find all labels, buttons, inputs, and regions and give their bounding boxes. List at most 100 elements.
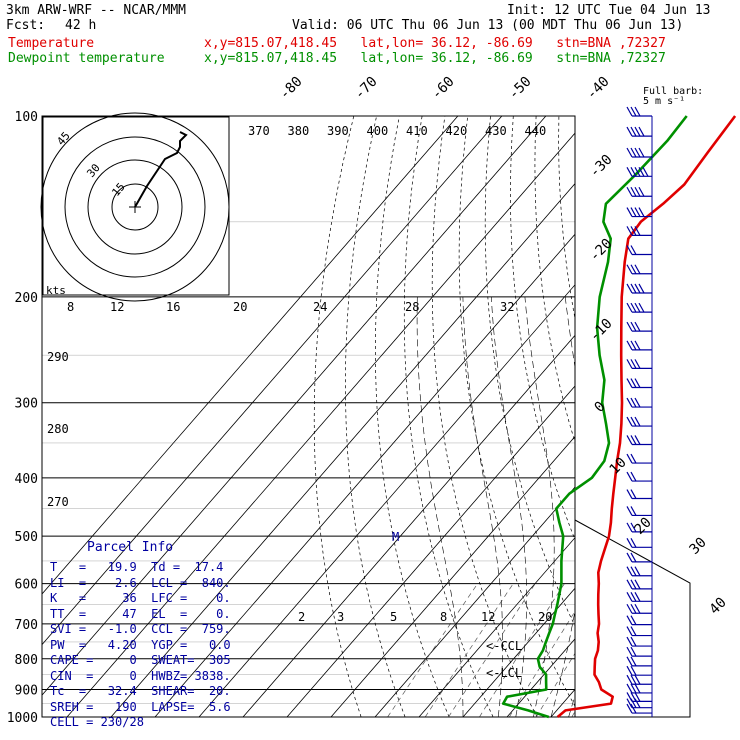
- barb-flag: [634, 674, 641, 685]
- dewpoint-series-label: Dewpoint temperature: [8, 51, 165, 66]
- dry-adiabat: [718, 116, 740, 717]
- moist-adiabat: [462, 296, 503, 717]
- mixing-ratio-line: [387, 583, 478, 717]
- dry-adiabat: [650, 116, 740, 717]
- wind-barb: [626, 147, 652, 158]
- barb-flag: [634, 579, 641, 590]
- theta-label-400: 400: [367, 124, 389, 138]
- barb-flag: [626, 167, 633, 177]
- mixing-ratio-label: 8: [440, 610, 447, 624]
- barb-legend-title: Full barb:: [643, 86, 703, 97]
- isotherm-label--50: -50: [506, 74, 535, 103]
- barb-flag: [634, 692, 641, 702]
- barb-flag: [630, 506, 637, 516]
- wind-barb: [626, 636, 652, 647]
- barb-flag: [630, 522, 637, 533]
- wind-barb: [626, 245, 652, 256]
- barb-flag: [626, 471, 633, 482]
- theta-label-420: 420: [446, 124, 468, 138]
- isotherm-line: [42, 116, 547, 696]
- wind-barb: [626, 416, 652, 427]
- barb-flag: [626, 321, 633, 332]
- barb-flag: [634, 321, 641, 332]
- wind-barb: [626, 592, 652, 602]
- plot-frame: [41, 115, 576, 718]
- barb-flag: [634, 283, 641, 294]
- barb-flag: [626, 147, 633, 158]
- barb-flag: [630, 302, 637, 313]
- barb-flag: [626, 489, 633, 499]
- mixing-ratio-label: 5: [390, 610, 397, 624]
- dry-adiabat: [431, 116, 538, 717]
- parcel-info-row: SVI = -1.0 CCL = 759.: [50, 622, 231, 636]
- barb-flag: [626, 522, 633, 533]
- wind-barb: [626, 506, 652, 517]
- wind-barb: [626, 566, 652, 577]
- barb-flag: [630, 283, 637, 294]
- parcel-info-row: CELL = 230/28: [50, 715, 144, 729]
- pressure-tick-1000: 1000: [7, 711, 38, 726]
- isotherm-label-40: 40: [707, 595, 730, 618]
- mixing-ratio-line: [535, 652, 575, 717]
- lcl-marker: <-LCL: [486, 666, 522, 680]
- wind-barb: [626, 615, 652, 626]
- barb-flag: [634, 359, 641, 369]
- theta-e-label: 28: [405, 300, 419, 314]
- barb-flag: [626, 302, 633, 313]
- barb-flag: [630, 683, 637, 694]
- wind-barb: [626, 646, 652, 657]
- barb-flag: [626, 126, 633, 137]
- theta-label-430: 430: [485, 124, 507, 138]
- barb-flag: [626, 283, 633, 294]
- mixing-ratio-line: [448, 583, 536, 717]
- barb-flag: [630, 321, 637, 332]
- wind-barb: [626, 378, 652, 389]
- wind-barb: [626, 435, 652, 446]
- moist-adiabat: [586, 297, 670, 717]
- barb-flag: [626, 435, 633, 445]
- dry-adiabat: [534, 116, 575, 444]
- pressure-tick-200: 200: [15, 291, 38, 306]
- wind-barb: [626, 264, 652, 275]
- melting-level-marker: M: [392, 530, 399, 544]
- isotherm-line: [286, 385, 575, 717]
- isotherm-label--10: -10: [587, 316, 616, 345]
- dry-adiabat: [313, 116, 362, 717]
- barb-flag: [626, 207, 633, 217]
- barb-flag: [626, 698, 633, 708]
- dry-adiabat: [627, 116, 740, 717]
- barb-flag: [630, 186, 637, 197]
- barb-flag: [630, 207, 637, 217]
- barb-flag: [634, 397, 641, 408]
- theta-e-label: 32: [500, 300, 514, 314]
- theta-low-label: 280: [47, 422, 69, 436]
- barb-flag: [638, 207, 645, 217]
- parcel-info-title: Parcel Info: [87, 540, 174, 555]
- isotherm-line: [110, 183, 575, 717]
- theta-label-380: 380: [288, 124, 310, 138]
- grid-clip-group: [42, 116, 740, 717]
- barb-flag: [626, 615, 633, 625]
- barb-flag: [630, 665, 637, 676]
- isotherm-line: [154, 233, 575, 717]
- barb-flag: [630, 646, 637, 657]
- isotherm-label--40: -40: [584, 74, 613, 103]
- forecast-hour: 42 h: [65, 18, 97, 33]
- isotherm-label-0: 0: [592, 399, 609, 416]
- temperature-profile: [556, 115, 737, 718]
- barb-flag: [626, 340, 633, 351]
- dry-adiabat: [673, 116, 740, 717]
- temperature-series-location: x,y=815.07,418.45 lat,lon= 36.12, -86.69…: [204, 36, 666, 51]
- barb-flag: [634, 167, 641, 177]
- wind-barb: [626, 703, 652, 714]
- valid-time: Valid: 06 UTC Thu 06 Jun 13 (00 MDT Thu …: [292, 18, 684, 33]
- pressure-tick-700: 700: [15, 618, 38, 633]
- theta-label-390: 390: [327, 124, 349, 138]
- barb-flag: [634, 302, 641, 313]
- isotherm-line: [683, 116, 740, 717]
- mixing-ratio-line: [424, 583, 514, 717]
- hodo-ring: [40, 112, 230, 302]
- barb-flag: [638, 283, 645, 294]
- wind-barb: [626, 226, 652, 236]
- isotherm-label--80: -80: [277, 74, 306, 103]
